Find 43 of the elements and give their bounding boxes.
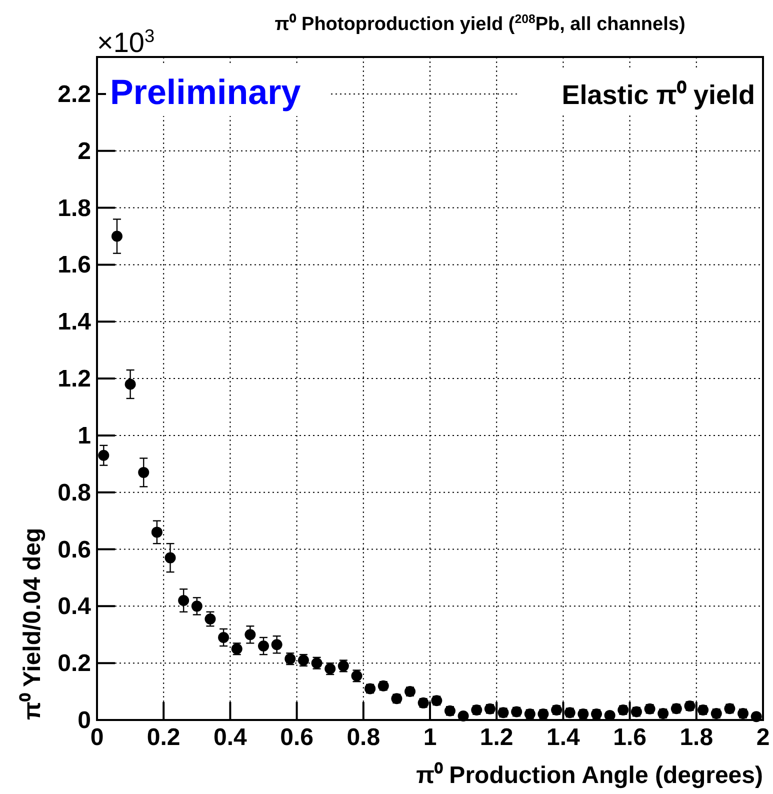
annotation: ×10$^{3}$ bbox=[97, 26, 155, 58]
x-tick-label: 2 bbox=[756, 724, 770, 751]
chart-title: π⁰ Photoproduction yield ($^{208}$Pb, all channels) bbox=[274, 12, 686, 35]
point bbox=[138, 466, 150, 478]
point bbox=[178, 594, 190, 606]
point bbox=[151, 526, 162, 538]
point bbox=[458, 710, 469, 722]
point bbox=[191, 600, 202, 612]
x-axis-title: π⁰ Production Angle (degrees) bbox=[416, 762, 763, 789]
annotation: Elastic π⁰ yield bbox=[562, 80, 755, 110]
y-tick-label: 1.8 bbox=[58, 194, 91, 222]
point bbox=[271, 639, 282, 650]
y-tick-label: 2.2 bbox=[58, 80, 91, 108]
x-tick-label: 1.8 bbox=[680, 724, 714, 751]
y-tick-label: 0.8 bbox=[58, 479, 91, 506]
x-tick-label: 0.6 bbox=[280, 724, 314, 751]
y-axis-title: π⁰ Yield/0.04 deg bbox=[19, 528, 46, 720]
x-tick-label: 1 bbox=[423, 724, 437, 751]
x-tick-label: 0.4 bbox=[214, 724, 248, 751]
x-tick-label: 0.8 bbox=[346, 724, 380, 751]
x-tick-label: 0.2 bbox=[146, 724, 180, 751]
x-tick-label: 1.2 bbox=[480, 724, 514, 751]
point bbox=[98, 450, 110, 461]
y-tick-label: 1 bbox=[78, 422, 91, 450]
x-tick-label: 1.6 bbox=[613, 724, 646, 751]
point bbox=[218, 632, 230, 643]
y-tick-label: 0.4 bbox=[58, 593, 92, 620]
y-tick-label: 1.2 bbox=[58, 366, 91, 393]
point bbox=[204, 613, 216, 624]
point bbox=[750, 711, 762, 722]
annotation: Preliminary bbox=[110, 73, 302, 112]
point bbox=[258, 640, 269, 652]
y-tick-label: 0 bbox=[78, 707, 91, 734]
point bbox=[124, 378, 136, 390]
point bbox=[164, 552, 176, 564]
y-tick-label: 2 bbox=[78, 138, 91, 165]
y-tick-label: 0.6 bbox=[58, 536, 91, 564]
x-tick-label: 1.4 bbox=[546, 724, 581, 751]
y-tick-label: 1.4 bbox=[58, 308, 92, 336]
y-tick-label: 1.6 bbox=[58, 252, 91, 279]
point bbox=[111, 230, 122, 242]
y-tick-label: 0.2 bbox=[58, 650, 91, 678]
point bbox=[244, 629, 256, 640]
